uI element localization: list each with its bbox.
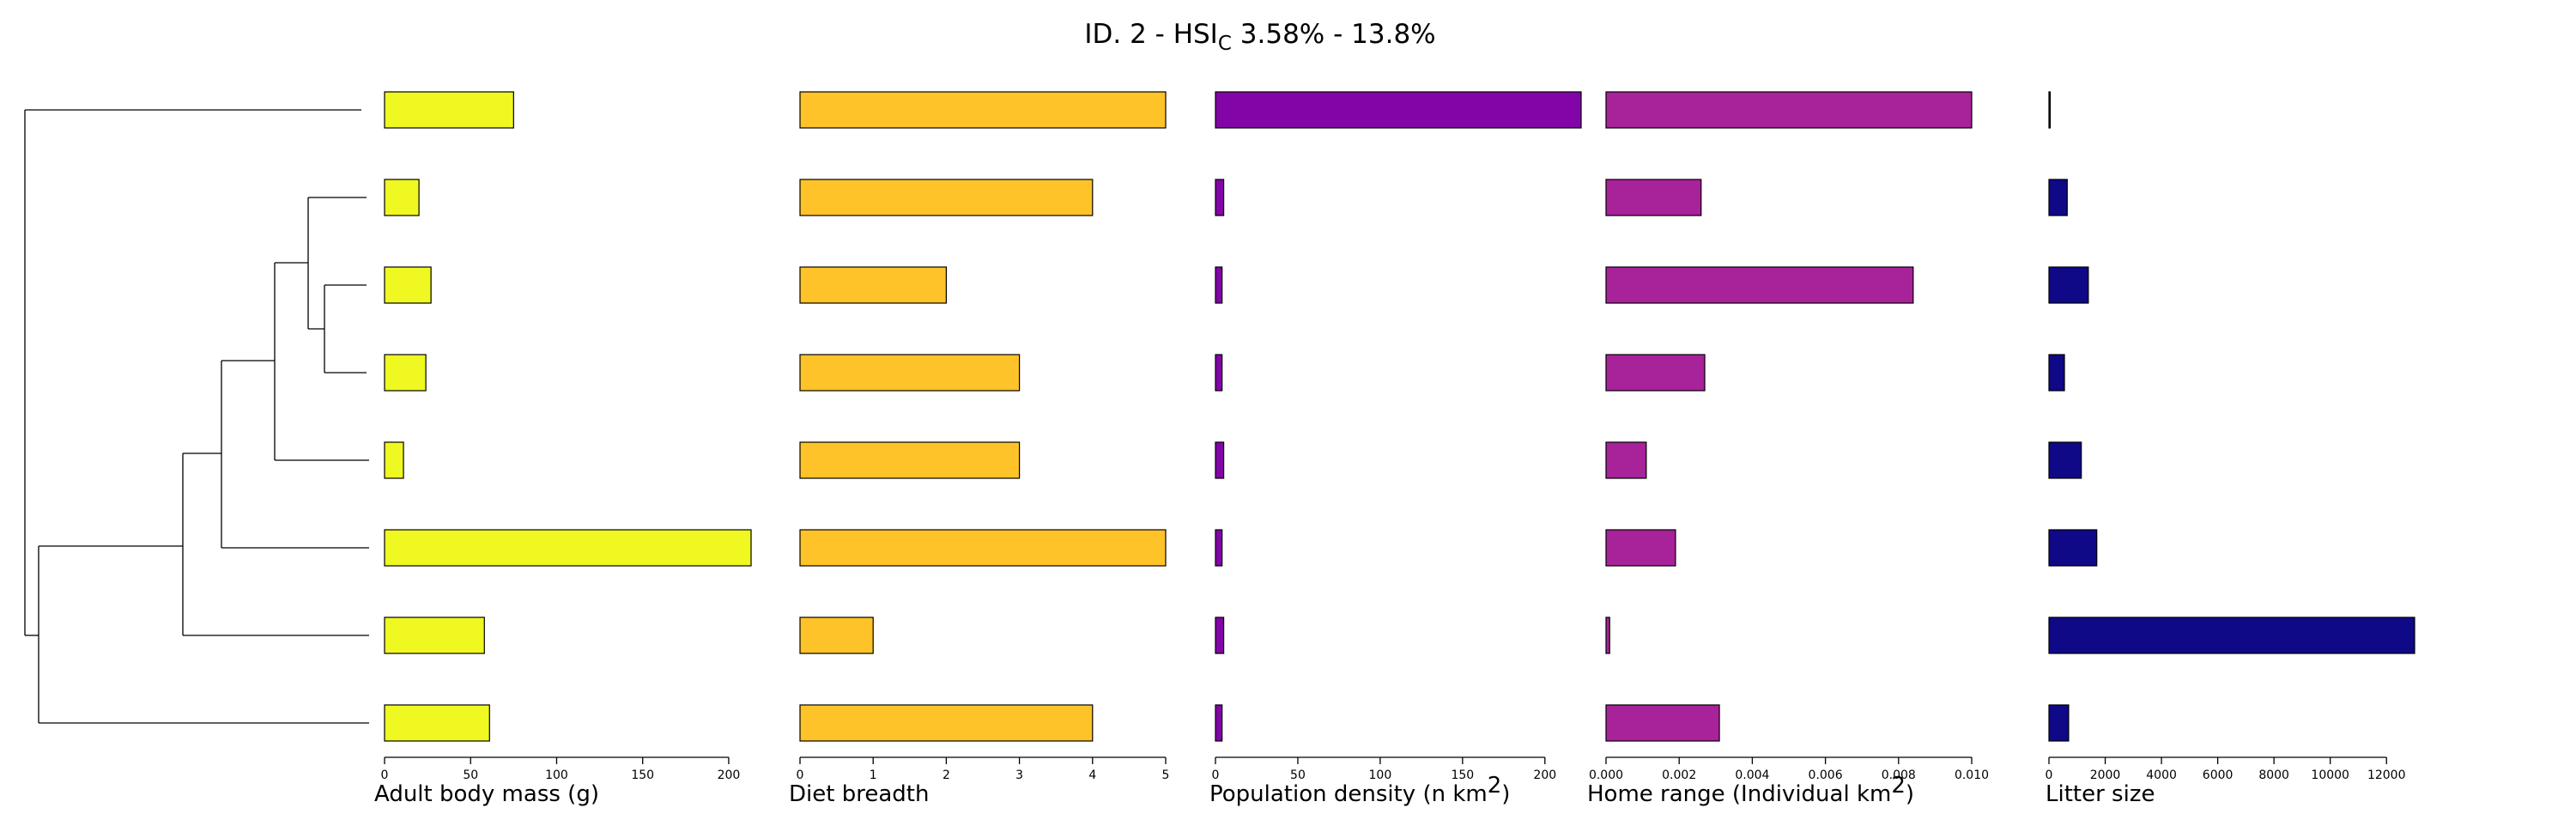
bar: [1215, 266, 1223, 304]
bar: [799, 91, 1167, 129]
bar: [1215, 91, 1582, 129]
panel-population-density: 0 50 100 150 200 Population density (n km2): [1209, 91, 1582, 807]
tick-label: 0: [381, 768, 389, 782]
tick-label: 6000: [2203, 768, 2234, 782]
tick-label: 2000: [2090, 768, 2121, 782]
axis-label: Diet breadth: [789, 781, 929, 807]
bar: [799, 354, 1021, 392]
tick-label: 0.004: [1735, 768, 1769, 782]
panel-adult-body-mass: 0 50 100 150 200 Adult body mass (g): [374, 91, 752, 807]
bar: [1605, 91, 1973, 129]
tick-label: 100: [1369, 768, 1392, 782]
tick-label: 0.000: [1589, 768, 1623, 782]
tick-label: 150: [1451, 768, 1474, 782]
phylogenetic-tree: [24, 109, 369, 724]
bar: [1605, 529, 1676, 567]
panel-litter-size: 0 2000 4000 6000 8000 10000 12000 Litter size: [2046, 91, 2415, 807]
tick-label: 0: [1212, 768, 1220, 782]
bar: [799, 441, 1021, 479]
tick-label: 12000: [2367, 768, 2406, 782]
bar: [1215, 617, 1225, 654]
tick-label: 4: [1088, 768, 1096, 782]
bar: [799, 179, 1094, 216]
bar: [1605, 441, 1647, 479]
chart-title: ID. 2 - HSIC 3.58% - 13.8%: [1084, 19, 1435, 55]
bar: [1215, 179, 1225, 216]
bar: [799, 617, 874, 654]
bar: [384, 441, 404, 479]
bar: [799, 529, 1167, 567]
bar: [799, 704, 1094, 742]
tick-label: 10000: [2311, 768, 2349, 782]
bar: [384, 266, 432, 304]
tick-label: 0.002: [1662, 768, 1696, 782]
tick-label: 3: [1015, 768, 1023, 782]
bar: [384, 91, 514, 129]
tick-label: 0.008: [1882, 768, 1916, 782]
bar: [1605, 266, 1914, 304]
bar: [2048, 529, 2098, 567]
bar: [384, 617, 485, 654]
bar: [384, 179, 420, 216]
bar: [799, 266, 947, 304]
bar: [384, 354, 427, 392]
tick-label: 0.010: [1955, 768, 1989, 782]
bar: [384, 529, 752, 567]
axis-label: Home range (Individual km2): [1587, 773, 1914, 807]
panel-diet-breadth: 0 1 2 3 4 5 Diet breadth: [789, 91, 1170, 807]
panel-home-range: 0.000 0.002 0.004 0.006 0.008 0.010 Home range…: [1587, 91, 1989, 807]
bar: [1215, 354, 1223, 392]
bar: [1215, 529, 1223, 567]
bar: [2048, 354, 2065, 392]
tick-label: 150: [631, 768, 654, 782]
bar: [2048, 617, 2415, 654]
bar: [1215, 704, 1223, 742]
tick-label: 50: [1290, 768, 1306, 782]
axis-label: Population density (n km2): [1209, 773, 1510, 807]
bar: [1605, 179, 1702, 216]
bar: [1605, 617, 1610, 654]
tick-label: 1: [870, 768, 877, 782]
bar: [2048, 441, 2082, 479]
tick-label: 8000: [2258, 768, 2289, 782]
bar: [2048, 704, 2070, 742]
tick-label: 5: [1162, 768, 1170, 782]
tick-label: 200: [718, 768, 741, 782]
tick-label: 0: [2046, 768, 2053, 782]
bar: [2048, 91, 2052, 129]
axis-label: Adult body mass (g): [374, 781, 599, 807]
bar: [1605, 354, 1706, 392]
bar: [1605, 704, 1720, 742]
tick-label: 2: [943, 768, 950, 782]
tick-label: 0.006: [1809, 768, 1843, 782]
bar: [2048, 179, 2068, 216]
bar: [2048, 266, 2089, 304]
tick-label: 0: [797, 768, 804, 782]
tick-label: 200: [1533, 768, 1556, 782]
tick-label: 100: [545, 768, 568, 782]
axis-label: Litter size: [2046, 781, 2155, 807]
tick-label: 4000: [2146, 768, 2177, 782]
bar: [384, 704, 490, 742]
bar: [1215, 441, 1225, 479]
tick-label: 50: [463, 768, 478, 782]
